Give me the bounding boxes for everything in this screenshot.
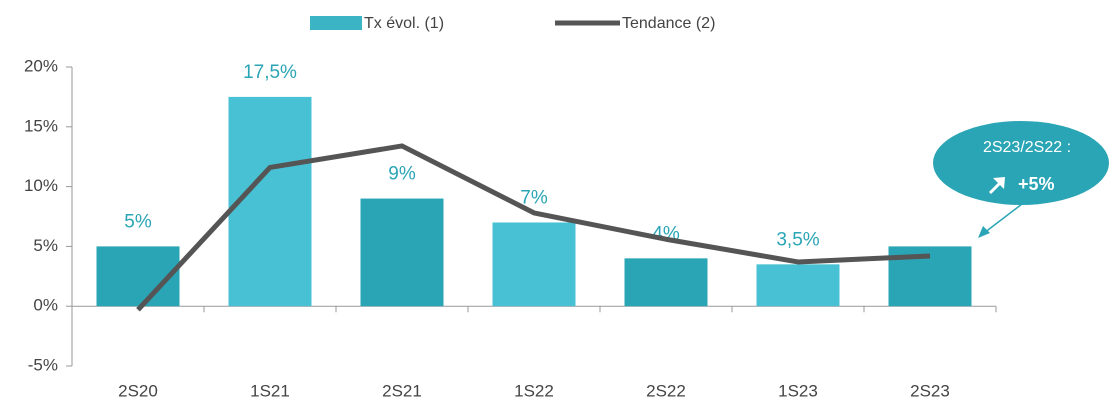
bar [624,258,708,307]
y-tick-label: 20% [24,56,58,75]
value-label: 3,5% [776,229,819,250]
value-label: 9% [388,164,416,185]
up-arrow-icon [988,177,1005,195]
bar [492,222,576,307]
callout-title: 2S23/2S22 : [983,139,1071,156]
y-tick-label: 5% [33,236,58,255]
callout-pointer [983,203,1023,234]
x-tick-label: 2S20 [118,381,158,400]
value-label: 7% [520,187,548,208]
y-tick-label: 15% [24,116,58,135]
bar [756,264,840,307]
legend-swatch [310,16,362,30]
callout-arrowhead [978,226,990,238]
trend-line [136,143,931,312]
bar [228,96,312,307]
value-label: 5% [124,211,152,232]
x-tick-label: 2S23 [910,381,950,400]
bar [360,198,444,307]
y-tick-label: 0% [33,296,58,315]
value-label: 17,5% [243,62,297,83]
callout-bubble [933,121,1109,205]
legend-label: Tendance (2) [622,15,715,32]
legend-label: Tx évol. (1) [364,15,444,32]
x-tick-label: 1S21 [250,381,290,400]
x-tick-label: 1S22 [514,381,554,400]
x-tick-label: 2S22 [646,381,686,400]
y-tick-label: 10% [24,176,58,195]
y-tick-label: -5% [28,355,58,374]
callout-value: +5% [1018,174,1055,194]
x-tick-label: 2S21 [382,381,422,400]
x-tick-label: 1S23 [778,381,818,400]
